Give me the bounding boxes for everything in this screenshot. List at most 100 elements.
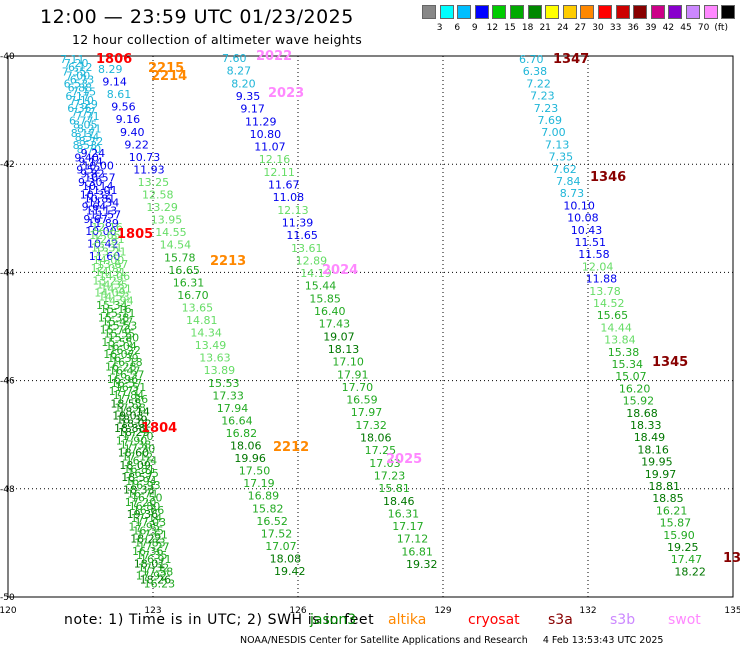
cryosat-track-value: 17.43 [319, 318, 351, 331]
track-value: 16.95 [127, 467, 158, 480]
track-value: 14.31 [100, 282, 131, 295]
cryosat-track-value: 10.80 [250, 128, 282, 141]
track-value: 17.20 [125, 496, 157, 509]
legend-cryosat: cryosat [468, 612, 520, 628]
cryosat-track-value: 13.63 [199, 352, 231, 365]
cryosat-track-value: 14.54 [160, 239, 192, 252]
sentinel-3a-track-value: 16.21 [656, 504, 688, 517]
colorbar-label: 9 [471, 23, 478, 33]
longitude-tick-label: 120 [0, 606, 17, 616]
cryosat-track-value: 13.89 [204, 364, 236, 377]
cryosat-track-value: 11.08 [273, 191, 305, 204]
units-note: note: 1) Time is in UTC; 2) SWH is in fe… [64, 612, 375, 628]
cryosat-track-value: 14.55 [155, 226, 187, 239]
track-value: 7.71 [75, 110, 100, 123]
track-value: 16.93 [129, 479, 161, 492]
track-value: 11.13 [86, 205, 118, 218]
colorbar-label: 27 [574, 23, 587, 33]
track-value: 8.72 [79, 135, 104, 148]
track-value: 17.32 [138, 561, 170, 574]
cryosat-track-value: 12.89 [296, 254, 328, 267]
track-value: 18.55 [110, 397, 141, 410]
colorbar-label: 6 [454, 23, 461, 33]
sentinel-3a-track-value: 19.95 [641, 456, 673, 469]
track-value: 16.81 [123, 463, 154, 476]
cryosat-track-value: 16.31 [388, 507, 420, 520]
pass-time-label: 2213 [210, 254, 246, 269]
track-value: 9.52 [76, 164, 101, 177]
cryosat-track-value: 17.03 [369, 457, 401, 470]
track-value: 16.47 [109, 365, 141, 378]
sentinel-3a-track-value: 7.23 [530, 90, 555, 103]
track-value: 17.27 [138, 541, 170, 554]
cryosat-track-value: 17.91 [337, 368, 369, 381]
colorbar-swatch [668, 5, 683, 19]
track-value: 17.70 [122, 430, 154, 443]
cryosat-track-value: 17.97 [351, 406, 383, 419]
longitude-tick-label: 132 [579, 606, 596, 616]
cryosat-track-value: 19.32 [406, 558, 438, 571]
cryosat-track-value: 14.81 [186, 314, 218, 327]
track-value: 17.12 [122, 451, 154, 464]
cryosat-track-value: 18.08 [270, 553, 302, 566]
cryosat-track-value: 17.10 [332, 356, 364, 369]
sentinel-3a-track-value: 15.38 [608, 346, 640, 359]
track-value: 13.31 [91, 242, 123, 255]
cryosat-track-value: 8.20 [231, 77, 256, 90]
track-value: 9.30 [78, 176, 103, 189]
track-value: 9.14 [78, 155, 103, 168]
pass-time-label: 2022 [256, 49, 292, 64]
track-value: 18.02 [120, 418, 152, 431]
colorbar-label: 33 [609, 23, 622, 33]
track-value: 19.03 [112, 410, 144, 423]
sentinel-3a-track-value: 15.92 [623, 395, 655, 408]
colorbar-label: 45 [680, 23, 692, 33]
cryosat-track-value: 14.19 [300, 267, 332, 280]
track-value: 16.57 [111, 377, 143, 390]
latitude-tick-label: -50 [0, 593, 15, 603]
latitude-tick-label: -40 [0, 52, 15, 62]
pass-time-label: 2023 [268, 86, 304, 101]
track-value: 15.55 [101, 336, 132, 349]
cryosat-track-value: 19.07 [323, 330, 355, 343]
cryosat-track-value: 11.67 [268, 179, 300, 192]
colorbar-label: 30 [592, 23, 604, 33]
track-value: 19.36 [127, 508, 159, 521]
track-value: 18.09 [119, 459, 150, 472]
generated-timestamp: 4 Feb 13:53:43 UTC 2025 [542, 635, 664, 646]
credit-text: NOAA/NESDIS Center for Satellite Applica… [240, 635, 528, 646]
latitude-tick-label: -44 [0, 268, 15, 278]
track-value: 8.21 [77, 123, 102, 136]
colorbar-label: 42 [662, 23, 675, 33]
sentinel-3a-track-value: 7.35 [549, 151, 574, 164]
sentinel-3a-track-value: 18.85 [652, 492, 684, 505]
track-value: 14.53 [98, 291, 130, 304]
colorbar-swatch [633, 5, 648, 19]
colorbar-swatch [721, 5, 736, 19]
track-value: 6.73 [70, 73, 95, 86]
track-value: 15.47 [102, 315, 134, 328]
cryosat-track-value: 9.40 [120, 126, 145, 139]
track-value: 16.23 [144, 578, 176, 591]
track-value: 6.12 [68, 61, 93, 74]
pass-time-label: 1805 [117, 227, 153, 242]
track-value: 17.35 [136, 549, 168, 562]
cryosat-track-value: 9.16 [116, 113, 141, 126]
cryosat-track-value: 8.61 [107, 88, 132, 101]
track-value: 17.38 [120, 438, 152, 451]
track-value: 17.98 [114, 401, 145, 414]
track-value: 9.82 [80, 168, 105, 181]
pass-time-label: 1806 [96, 52, 132, 67]
cryosat-track-value: 17.19 [243, 477, 275, 490]
colorbar-swatch [598, 5, 612, 19]
colorbar-swatch [545, 5, 560, 19]
cryosat-track-value: 16.52 [256, 515, 288, 528]
colorbar-swatch [510, 5, 524, 19]
colorbar-swatch [686, 5, 700, 19]
cryosat-track-value: 16.89 [248, 490, 280, 503]
sentinel-3a-track-value: 7.84 [556, 175, 581, 188]
track-value: 17.83 [134, 537, 166, 550]
colorbar-label: 21 [539, 23, 551, 33]
track-value: 15.16 [100, 303, 132, 316]
cryosat-track-value: 9.22 [124, 138, 148, 151]
